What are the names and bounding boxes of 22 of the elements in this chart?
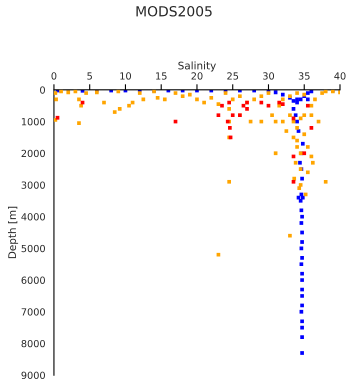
y-tick-label: 3000 (22, 181, 45, 189)
chart-title: MODS2005 (136, 6, 212, 17)
y-tick-label: 2000 (22, 150, 45, 158)
y-tick-label: 0 (40, 86, 45, 94)
x-tick-label: 35 (298, 72, 310, 80)
y-tick-label: 5000 (22, 244, 45, 252)
x-tick-label: 10 (120, 72, 131, 80)
x-tick-label: 20 (191, 72, 203, 80)
y-tick-label: 1000 (22, 118, 45, 126)
y-tick-label: 4000 (21, 213, 45, 220)
x-tick-label: 30 (263, 72, 274, 80)
x-axis-title: Salinity (178, 61, 216, 72)
y-tick-label: 6000 (22, 276, 45, 284)
x-tick-label: 25 (227, 72, 238, 80)
y-tick-label: 8000 (22, 340, 45, 348)
x-tick-label: 15 (156, 72, 167, 80)
y-axis-title: Depth [m] (8, 206, 18, 258)
x-tick-label: 0 (51, 72, 56, 80)
y-tick-label: 7000 (22, 308, 45, 316)
x-tick-label: 5 (87, 72, 92, 80)
x-tick-label: 40 (334, 72, 346, 80)
y-tick-label: 9000 (21, 372, 45, 379)
